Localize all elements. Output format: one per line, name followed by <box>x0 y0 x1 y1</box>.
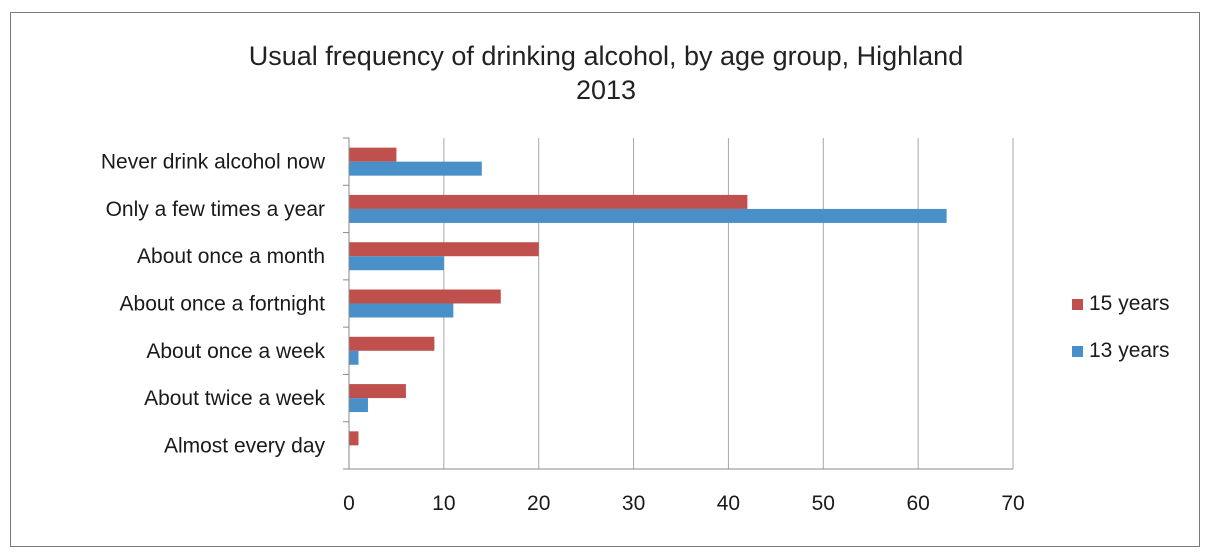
bar-13-years-2 <box>349 256 444 271</box>
bar-15-years-3 <box>349 289 501 304</box>
chart-title-line-2: 2013 <box>576 75 636 105</box>
chart-svg: Usual frequency of drinking alcohol, by … <box>101 41 1170 515</box>
bar-13-years-3 <box>349 303 454 318</box>
x-tick-label-0: 0 <box>343 492 355 515</box>
legend-label-13-years: 13 years <box>1089 339 1170 362</box>
bars <box>349 147 947 446</box>
legend-swatch-15-years <box>1072 299 1083 310</box>
bar-13-years-0 <box>349 161 482 176</box>
legend: 15 years 13 years <box>1072 292 1170 362</box>
bar-15-years-0 <box>349 147 397 162</box>
category-label-5: About twice a week <box>144 387 325 410</box>
axes <box>343 137 1013 470</box>
category-label-4: About once a week <box>146 340 325 363</box>
bar-13-years-1 <box>349 208 947 223</box>
chart-title-line-1: Usual frequency of drinking alcohol, by … <box>249 41 963 71</box>
category-label-0: Never drink alcohol now <box>101 151 326 174</box>
x-tick-label-70: 70 <box>1001 492 1024 515</box>
x-tick-label-30: 30 <box>622 492 645 515</box>
chart-frame: Usual frequency of drinking alcohol, by … <box>10 12 1200 547</box>
gridlines <box>443 138 1014 469</box>
category-label-1: Only a few times a year <box>106 198 325 221</box>
category-label-3: About once a fortnight <box>120 293 326 316</box>
bar-13-years-5 <box>349 398 368 413</box>
bar-15-years-4 <box>349 336 435 351</box>
x-tick-label-20: 20 <box>527 492 550 515</box>
x-tick-label-60: 60 <box>906 492 929 515</box>
bar-13-years-4 <box>349 350 359 365</box>
bar-15-years-1 <box>349 194 748 209</box>
category-label-2: About once a month <box>137 245 325 268</box>
bar-15-years-5 <box>349 384 406 399</box>
x-tick-label-50: 50 <box>812 492 835 515</box>
legend-label-15-years: 15 years <box>1089 292 1170 315</box>
x-tick-label-40: 40 <box>717 492 740 515</box>
legend-swatch-13-years <box>1072 346 1083 357</box>
x-tick-labels: 0 10 20 30 40 50 60 70 <box>343 492 1025 515</box>
x-tick-label-10: 10 <box>432 492 455 515</box>
bar-15-years-2 <box>349 242 539 257</box>
category-label-6: Almost every day <box>164 434 326 457</box>
chart-title: Usual frequency of drinking alcohol, by … <box>249 41 963 105</box>
category-labels: Never drink alcohol now Only a few times … <box>101 151 326 458</box>
bar-15-years-6 <box>349 431 359 446</box>
